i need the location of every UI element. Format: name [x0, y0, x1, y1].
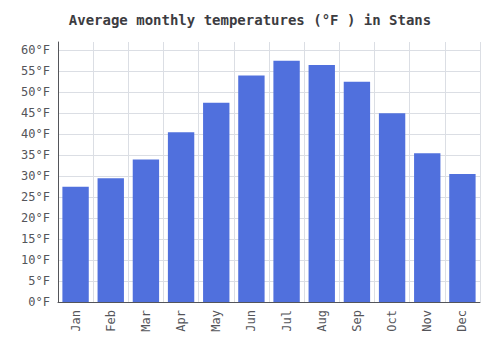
svg-text:Jun: Jun — [244, 310, 258, 332]
svg-text:Apr: Apr — [174, 310, 188, 332]
svg-text:Oct: Oct — [385, 310, 399, 332]
svg-text:5°F: 5°F — [28, 274, 50, 288]
svg-text:30°F: 30°F — [21, 169, 50, 183]
svg-text:15°F: 15°F — [21, 232, 50, 246]
svg-text:Mar: Mar — [139, 310, 153, 332]
svg-text:10°F: 10°F — [21, 253, 50, 267]
svg-text:Sep: Sep — [350, 310, 364, 332]
svg-text:35°F: 35°F — [21, 148, 50, 162]
svg-text:Feb: Feb — [104, 310, 118, 332]
svg-text:Average monthly temperatures (: Average monthly temperatures (°F ) in St… — [69, 12, 431, 28]
svg-text:25°F: 25°F — [21, 190, 50, 204]
svg-text:Nov: Nov — [420, 310, 434, 332]
svg-text:Dec: Dec — [455, 310, 469, 332]
svg-text:Jul: Jul — [280, 310, 294, 332]
svg-text:40°F: 40°F — [21, 127, 50, 141]
svg-text:50°F: 50°F — [21, 85, 50, 99]
svg-text:60°F: 60°F — [21, 43, 50, 57]
svg-text:55°F: 55°F — [21, 64, 50, 78]
svg-text:20°F: 20°F — [21, 211, 50, 225]
svg-text:Jan: Jan — [69, 310, 83, 332]
svg-text:45°F: 45°F — [21, 106, 50, 120]
svg-text:Aug: Aug — [315, 310, 329, 332]
svg-text:0°F: 0°F — [28, 295, 50, 309]
svg-text:May: May — [209, 310, 223, 332]
